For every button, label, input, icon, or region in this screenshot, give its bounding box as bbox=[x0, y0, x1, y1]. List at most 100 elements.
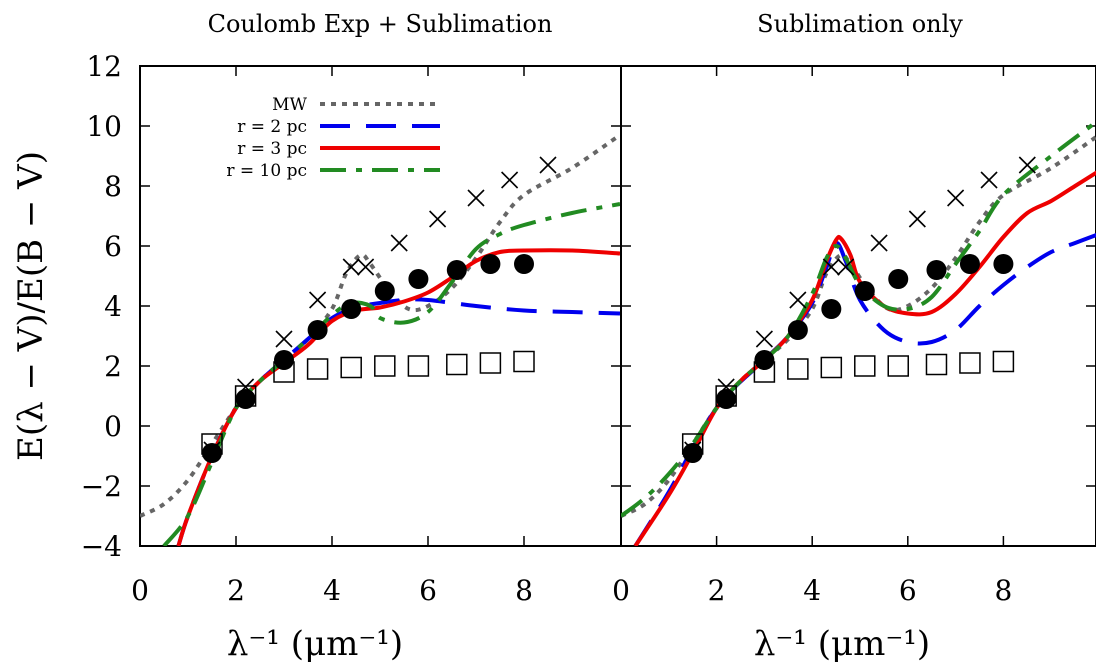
right-x-axis-label: λ⁻¹ (μm⁻¹) bbox=[754, 624, 930, 664]
right-cross-point bbox=[755, 330, 773, 348]
left-x-tick-label: 8 bbox=[515, 574, 533, 607]
y-tick-label: 6 bbox=[104, 230, 122, 263]
left-open-square-point bbox=[446, 353, 468, 376]
y-tick-label: −2 bbox=[81, 470, 122, 503]
left-open-square-point bbox=[340, 356, 362, 379]
left-series-r-2-pc bbox=[176, 297, 621, 546]
legend-label-r-3-pc: r = 3 pc bbox=[237, 139, 307, 159]
left-panel: 0 2 4 6 8 −4 −2 0 2 4 6 8 10 12 bbox=[81, 50, 622, 607]
right-cross-point bbox=[789, 291, 807, 309]
y-tick-label: 8 bbox=[104, 170, 122, 203]
right-series-mw bbox=[621, 134, 1096, 518]
right-x-tick-label: 0 bbox=[612, 574, 630, 607]
left-x-tick-label: 4 bbox=[323, 574, 341, 607]
left-x-tick-label: 6 bbox=[419, 574, 437, 607]
left-open-square-point bbox=[201, 433, 223, 455]
legend-label-r-10-pc: r = 10 pc bbox=[226, 161, 307, 181]
left-open-square-point bbox=[513, 350, 535, 373]
y-tick-label: 2 bbox=[104, 350, 122, 383]
right-filled-circle-point bbox=[993, 254, 1014, 274]
left-x-tick-label: 2 bbox=[227, 574, 245, 607]
left-open-square-point bbox=[407, 355, 430, 377]
right-plot-frame bbox=[620, 65, 1096, 547]
left-x-tick-label: 0 bbox=[131, 574, 149, 607]
right-filled-circle-point bbox=[716, 389, 737, 409]
right-plot-area bbox=[621, 119, 1096, 546]
right-cross-point bbox=[1018, 156, 1036, 174]
right-open-square-point bbox=[753, 361, 776, 383]
legend: MWr = 2 pcr = 3 pcr = 10 pc bbox=[226, 95, 440, 181]
right-cross-point bbox=[908, 210, 926, 228]
legend-label-r-2-pc: r = 2 pc bbox=[237, 117, 307, 137]
left-cross-point bbox=[357, 258, 375, 276]
right-series-r-2-pc bbox=[633, 232, 1096, 546]
right-x-tick-label: 4 bbox=[803, 574, 821, 607]
left-cross-point bbox=[539, 156, 557, 174]
right-cross-point bbox=[947, 189, 965, 207]
left-cross-point bbox=[467, 189, 485, 207]
right-x-tick-label: 8 bbox=[994, 574, 1012, 607]
left-filled-circle-point bbox=[408, 269, 429, 289]
right-cross-point bbox=[980, 171, 998, 189]
left-open-square-point bbox=[234, 385, 257, 407]
left-filled-circle-point bbox=[274, 350, 294, 370]
right-open-square-point bbox=[887, 355, 909, 377]
left-cross-point bbox=[390, 234, 408, 252]
right-filled-circle-point bbox=[754, 350, 775, 370]
y-tick-label: 10 bbox=[86, 110, 122, 143]
y-tick-label: 12 bbox=[86, 50, 122, 83]
y-tick-label: 0 bbox=[104, 410, 122, 443]
right-cross-point bbox=[822, 258, 840, 276]
left-filled-circle-point bbox=[307, 320, 328, 340]
left-cross-point bbox=[429, 210, 447, 228]
right-open-square-point bbox=[854, 355, 876, 377]
right-open-square-point bbox=[959, 352, 981, 374]
right-open-square-point bbox=[715, 385, 737, 407]
right-x-tick-label: 2 bbox=[708, 574, 726, 607]
left-cross-point bbox=[501, 171, 519, 189]
left-open-square-point bbox=[374, 355, 396, 377]
right-filled-circle-point bbox=[787, 320, 808, 340]
right-open-square-point bbox=[820, 356, 843, 379]
left-series-mw bbox=[140, 133, 621, 518]
y-tick-label: 4 bbox=[104, 290, 122, 323]
right-filled-circle-point bbox=[854, 281, 875, 301]
right-open-square-point bbox=[681, 433, 704, 455]
left-cross-point bbox=[309, 291, 327, 309]
left-filled-circle-point bbox=[374, 281, 395, 301]
left-panel-title: Coulomb Exp + Sublimation bbox=[208, 10, 553, 38]
left-filled-circle-point bbox=[341, 299, 362, 319]
left-series-r-10-pc bbox=[162, 202, 621, 546]
right-open-square-point bbox=[925, 353, 948, 376]
right-filled-circle-point bbox=[888, 269, 909, 289]
right-panel-title: Sublimation only bbox=[757, 10, 963, 38]
left-cross-point bbox=[342, 258, 360, 276]
left-series-r-3-pc bbox=[176, 248, 621, 546]
right-filled-circle-point bbox=[926, 260, 947, 280]
left-cross-point bbox=[275, 330, 293, 348]
left-filled-circle-point bbox=[514, 254, 534, 274]
right-cross-point bbox=[870, 234, 888, 252]
right-filled-circle-point bbox=[821, 299, 842, 319]
right-open-square-point bbox=[787, 358, 809, 380]
left-open-square-point bbox=[479, 352, 502, 374]
right-cross-point bbox=[837, 258, 855, 276]
right-x-tick-label: 6 bbox=[899, 574, 917, 607]
right-filled-circle-point bbox=[682, 443, 703, 463]
left-x-axis-label: λ⁻¹ (μm⁻¹) bbox=[227, 624, 403, 664]
left-open-square-point bbox=[273, 361, 295, 383]
right-filled-circle-point bbox=[959, 254, 980, 274]
right-open-square-point bbox=[992, 350, 1015, 373]
left-open-square-point bbox=[306, 358, 329, 380]
right-series-r-3-pc bbox=[633, 170, 1096, 546]
left-filled-circle-point bbox=[235, 389, 256, 409]
left-plot-area bbox=[140, 133, 621, 546]
y-tick-label: −4 bbox=[81, 530, 122, 563]
left-filled-circle-point bbox=[480, 254, 501, 274]
left-filled-circle-point bbox=[202, 443, 222, 463]
right-panel: 0 2 4 6 8 bbox=[612, 65, 1096, 607]
legend-label-mw: MW bbox=[272, 95, 307, 115]
y-axis-label: E(λ − V)/E(B − V) bbox=[11, 151, 51, 461]
left-filled-circle-point bbox=[446, 260, 467, 280]
